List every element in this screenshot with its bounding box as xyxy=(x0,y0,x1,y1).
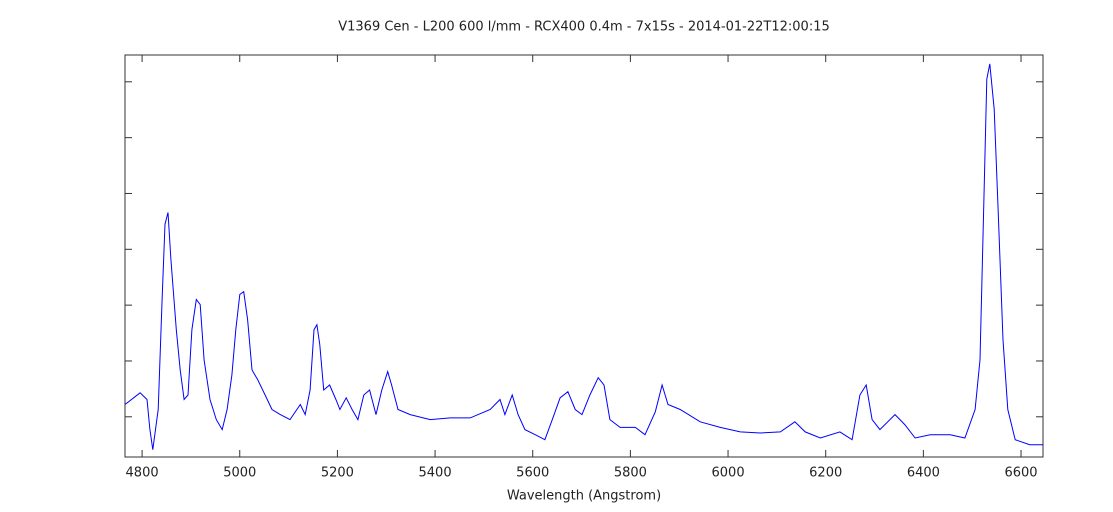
chart-title: V1369 Cen - L200 600 l/mm - RCX400 0.4m … xyxy=(338,20,830,35)
x-tick-label: 5000 xyxy=(223,466,256,481)
x-tick-label: 5400 xyxy=(419,466,452,481)
x-tick-label: 5200 xyxy=(321,466,354,481)
x-tick-label: 6200 xyxy=(809,466,842,481)
x-tick-label: 6400 xyxy=(907,466,940,481)
x-tick-label: 4800 xyxy=(126,466,159,481)
x-axis-label: Wavelength (Angstrom) xyxy=(507,489,661,504)
x-tick-label: 5800 xyxy=(614,466,647,481)
plot-frame xyxy=(124,54,1044,458)
spectrum-line xyxy=(124,63,1043,450)
x-tick-label: 6000 xyxy=(712,466,745,481)
x-tick-label: 5600 xyxy=(516,466,549,481)
x-tick-label: 6600 xyxy=(1004,466,1037,481)
